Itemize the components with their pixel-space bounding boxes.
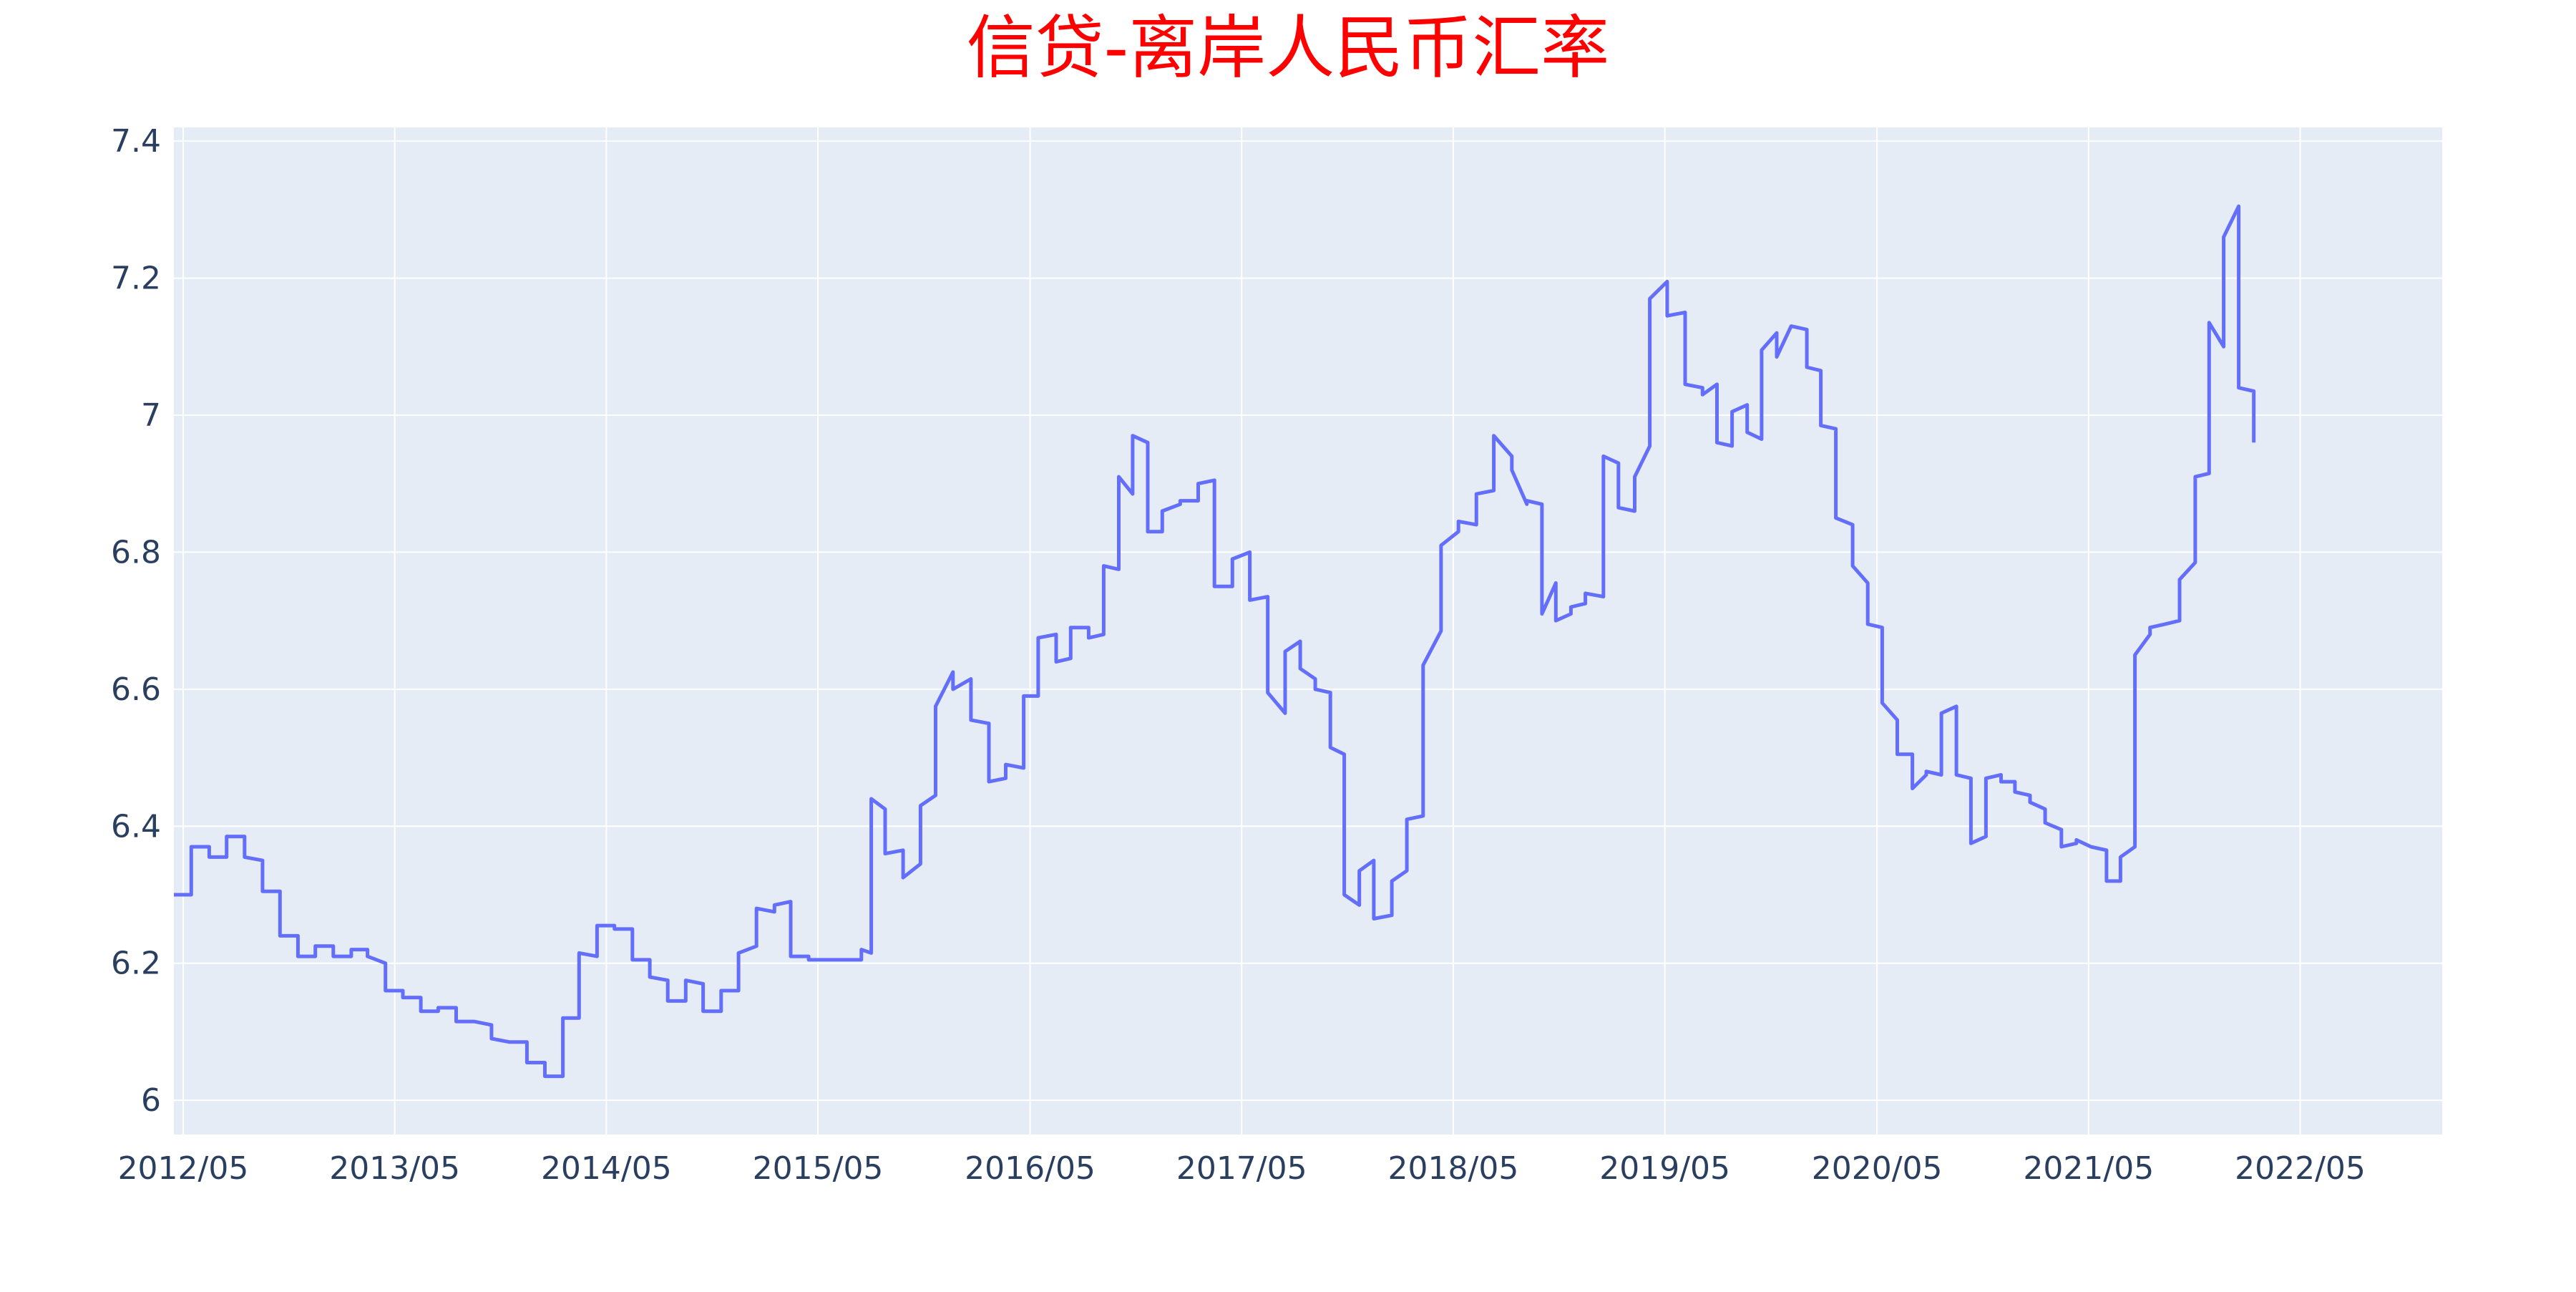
- y-tick-label: 6.6: [111, 671, 161, 708]
- x-tick-label: 2020/05: [1812, 1150, 1943, 1187]
- series-line: [174, 204, 2256, 1079]
- y-tick-label: 6: [141, 1082, 161, 1119]
- y-tick-label: 7: [141, 397, 161, 434]
- chart-title: 信贷-离岸人民币汇率: [967, 8, 1610, 88]
- x-tick-label: 2016/05: [965, 1150, 1096, 1187]
- series-layer: [174, 204, 2256, 1079]
- x-tick-label: 2021/05: [2023, 1150, 2154, 1187]
- x-tick-label: 2022/05: [2235, 1150, 2366, 1187]
- grid: [174, 127, 2442, 1135]
- x-axis: 2012/05 2013/05 2014/05 2015/05 2016/05 2017/…: [118, 1150, 2366, 1187]
- y-tick-label: 6.8: [111, 534, 161, 570]
- x-tick-label: 2019/05: [1599, 1150, 1730, 1187]
- x-tick-label: 2017/05: [1176, 1150, 1307, 1187]
- x-tick-label: 2018/05: [1388, 1150, 1519, 1187]
- x-tick-label: 2013/05: [329, 1150, 460, 1187]
- x-tick-label: 2014/05: [541, 1150, 672, 1187]
- y-tick-label: 7.4: [111, 123, 161, 160]
- y-axis: 6 6.2 6.4 6.6 6.8 7 7.2 7.4: [111, 123, 161, 1119]
- x-tick-label: 2015/05: [753, 1150, 884, 1187]
- y-tick-label: 6.4: [111, 808, 161, 845]
- y-tick-label: 6.2: [111, 946, 161, 982]
- y-tick-label: 7.2: [111, 261, 161, 297]
- x-tick-label: 2012/05: [118, 1150, 249, 1187]
- plot-background: [174, 127, 2442, 1135]
